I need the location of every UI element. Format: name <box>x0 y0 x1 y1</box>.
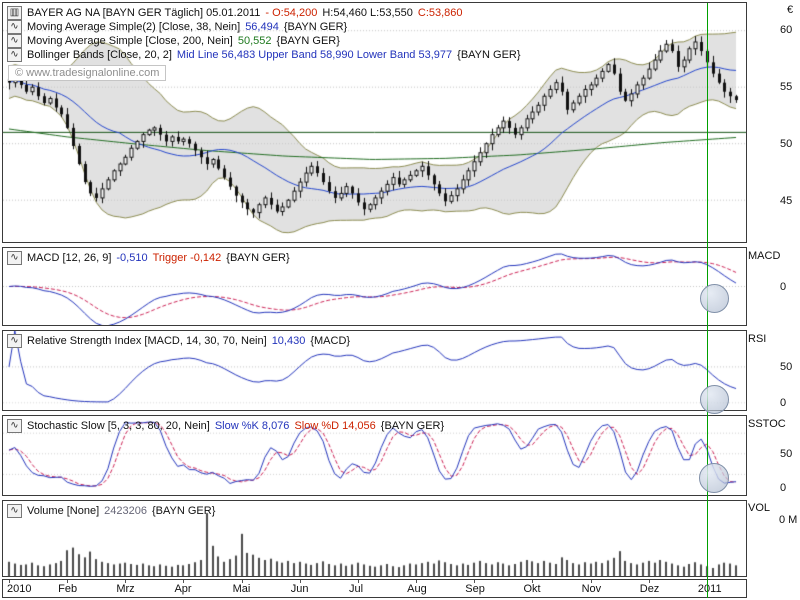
bollinger-values: Mid Line 56,483 Upper Band 58,990 Lower … <box>176 49 453 61</box>
rsi-panel[interactable]: ∿ Relative Strength Index [MACD, 14, 30,… <box>2 330 747 411</box>
stochastic-tick-0: 0 <box>780 482 787 494</box>
macd-value: -0,510 <box>116 252 148 264</box>
x-axis-label-Okt: Okt <box>523 583 541 595</box>
stochastic-panel[interactable]: ∿ Stochastic Slow [5, 3, 3, 80, 20, Nein… <box>2 415 747 496</box>
volume-header: ∿ Volume [None] 2423206 {BAYN GER} <box>7 504 215 518</box>
price-header: ▥ BAYER AG NA [BAYN GER Täglich] 05.01.2… <box>7 6 463 20</box>
x-axis-tick <box>416 580 418 583</box>
stochastic-label: Stochastic Slow [5, 3, 3, 80, 20, Nein] <box>27 420 210 432</box>
x-axis-label-Apr: Apr <box>174 583 192 595</box>
macd-label: MACD [12, 26, 9] <box>27 252 112 264</box>
indicator-wave-icon[interactable]: ∿ <box>7 419 22 433</box>
x-axis-label-Nov: Nov <box>581 583 602 595</box>
price-tick-50: 50 <box>780 138 793 150</box>
rsi-value: 10,430 <box>271 335 306 347</box>
stochastic-highlight-circle <box>699 463 729 493</box>
price-chart-canvas[interactable] <box>3 3 746 242</box>
x-axis-tick <box>67 580 69 583</box>
x-axis-tick <box>357 580 359 583</box>
rsi-chart-canvas[interactable] <box>3 331 746 410</box>
macd-header: ∿ MACD [12, 26, 9] -0,510 Trigger -0,142… <box>7 251 290 265</box>
ma38-label: Moving Average Simple(2) [Close, 38, Nei… <box>27 21 241 33</box>
stochastic-header: ∿ Stochastic Slow [5, 3, 3, 80, 20, Nein… <box>7 419 444 433</box>
indicator-wave-icon[interactable]: ∿ <box>7 334 22 348</box>
rsi-tick-50: 50 <box>780 361 793 373</box>
indicator-wave-icon[interactable]: ∿ <box>7 48 22 62</box>
x-axis-tick <box>299 580 301 583</box>
currency-axis-label: € <box>787 4 794 16</box>
price-panel[interactable]: ▥ BAYER AG NA [BAYN GER Täglich] 05.01.2… <box>2 2 747 243</box>
bollinger-suffix: {BAYN GER} <box>457 49 521 61</box>
macd-tick-0: 0 <box>780 281 787 293</box>
price-tick-55: 55 <box>780 81 793 93</box>
volume-value: 2423206 <box>104 505 147 517</box>
volume-suffix: {BAYN GER} <box>151 505 216 517</box>
x-axis-label-2011: 2011 <box>697 583 722 595</box>
x-axis-label-Mai: Mai <box>232 583 251 595</box>
ma38-suffix: {BAYN GER} <box>283 21 348 33</box>
volume-tick-0: 0 M <box>779 514 798 526</box>
price-tick-60: 60 <box>780 24 793 36</box>
indicator-wave-icon[interactable]: ∿ <box>7 20 22 34</box>
x-axis-tick <box>125 580 127 583</box>
close-value: C:53,860 <box>417 7 463 19</box>
macd-trigger-value: Trigger -0,142 <box>152 252 222 264</box>
x-axis-tick <box>9 580 10 583</box>
x-axis-label-Sep: Sep <box>465 583 485 595</box>
ma38-value: 56,494 <box>245 21 279 33</box>
rsi-suffix: {MACD} <box>310 335 351 347</box>
volume-chart-canvas[interactable] <box>3 501 746 576</box>
ma38-header: ∿ Moving Average Simple(2) [Close, 38, N… <box>7 20 347 34</box>
indicator-wave-icon[interactable]: ∿ <box>7 251 22 265</box>
rsi-header: ∿ Relative Strength Index [MACD, 14, 30,… <box>7 334 350 348</box>
x-axis-label-2010: 2010 <box>7 583 32 595</box>
rsi-tick-0: 0 <box>780 397 787 409</box>
watermark: © www.tradesignalonline.com <box>8 65 167 81</box>
macd-axis-name: MACD <box>748 250 781 262</box>
x-axis-label-Jul: Jul <box>348 583 364 595</box>
stochastic-k-value: Slow %K 8,076 <box>214 420 290 432</box>
stochastic-axis-name: SSTOC <box>748 418 786 430</box>
indicator-wave-icon[interactable]: ∿ <box>7 34 22 48</box>
x-axis-label-Aug: Aug <box>407 583 427 595</box>
volume-label: Volume [None] <box>27 505 100 517</box>
open-value: - O:54,200 <box>265 7 318 19</box>
bollinger-header: ∿ Bollinger Bands [Close, 20, 2] Mid Lin… <box>7 48 521 62</box>
volume-axis-name: VOL <box>748 502 771 514</box>
x-axis-tick <box>648 580 650 583</box>
x-axis-tick <box>590 580 592 583</box>
x-axis-tick <box>532 580 534 583</box>
volume-panel[interactable]: ∿ Volume [None] 2423206 {BAYN GER} <box>2 500 747 577</box>
x-axis-tick <box>474 580 476 583</box>
stochastic-suffix: {BAYN GER} <box>380 420 445 432</box>
instrument-title: BAYER AG NA [BAYN GER Täglich] 05.01.201… <box>27 7 261 19</box>
high-low-values: H:54,460 L:53,550 <box>322 7 413 19</box>
time-axis[interactable]: 2010 Feb Mrz Apr Mai Jun Jul Aug Sep Okt Nov Dez 201… <box>2 579 747 598</box>
ma200-value: 50,552 <box>237 35 272 47</box>
bollinger-label: Bollinger Bands [Close, 20, 2] <box>27 49 172 61</box>
ma200-header: ∿ Moving Average Simple [Close, 200, Nei… <box>7 34 340 48</box>
price-tick-45: 45 <box>780 195 793 207</box>
x-axis-label-Dez: Dez <box>639 583 660 595</box>
stochastic-d-value: Slow %D 14,056 <box>294 420 376 432</box>
x-axis-tick <box>241 580 243 583</box>
ma200-label: Moving Average Simple [Close, 200, Nein] <box>27 35 233 47</box>
rsi-highlight-circle <box>700 385 729 414</box>
macd-panel[interactable]: ∿ MACD [12, 26, 9] -0,510 Trigger -0,142… <box>2 247 747 326</box>
x-axis-label-Jun: Jun <box>290 583 309 595</box>
ma200-suffix: {BAYN GER} <box>276 35 340 47</box>
x-axis-label-Feb: Feb <box>58 583 78 595</box>
rsi-axis-name: RSI <box>748 333 767 345</box>
candlestick-chart-icon[interactable]: ▥ <box>7 6 22 20</box>
macd-suffix: {BAYN GER} <box>226 252 290 264</box>
rsi-label: Relative Strength Index [MACD, 14, 30, 7… <box>27 335 267 347</box>
x-axis-tick <box>183 580 185 583</box>
indicator-wave-icon[interactable]: ∿ <box>7 504 22 518</box>
macd-chart-canvas[interactable] <box>3 248 746 325</box>
x-axis-label-Mrz: Mrz <box>116 583 135 595</box>
stochastic-chart-canvas[interactable] <box>3 416 746 495</box>
stochastic-tick-50: 50 <box>780 448 793 460</box>
macd-highlight-circle <box>700 284 729 313</box>
